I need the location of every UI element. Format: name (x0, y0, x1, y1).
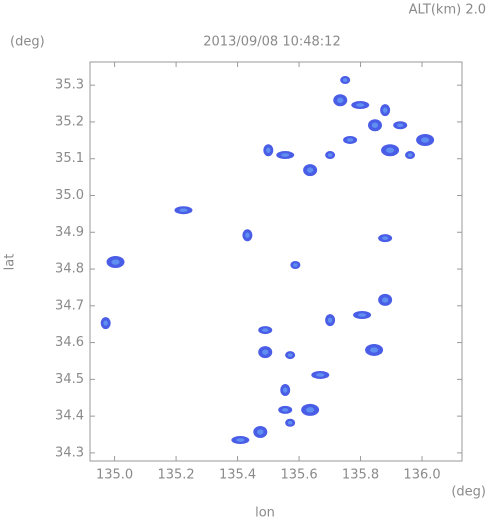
echo (416, 133, 435, 146)
echo (325, 151, 336, 160)
echo (263, 144, 274, 157)
echo-core (262, 349, 269, 355)
x-tick-label: 135.4 (219, 468, 256, 483)
echo (278, 405, 293, 414)
echo-core (236, 438, 245, 442)
echo (311, 370, 330, 379)
x-tick-label: 136.0 (403, 468, 440, 483)
y-tick-label: 35.2 (55, 114, 84, 129)
x-tick-label: 135.2 (157, 468, 194, 483)
echo (381, 144, 400, 157)
echo (285, 418, 296, 427)
echo-core (370, 347, 379, 353)
echo (367, 119, 382, 132)
echo-core (342, 78, 348, 82)
echo-core (381, 297, 389, 303)
echo (285, 351, 296, 360)
echo (378, 293, 393, 306)
chart-subtitle: ALT(km) 2.0 (409, 3, 486, 18)
echo (365, 343, 384, 356)
echo-core (381, 236, 389, 240)
echo (303, 164, 318, 177)
x-unit: (deg) (451, 485, 486, 500)
echo (301, 403, 320, 416)
echo-core (306, 167, 314, 173)
echo-core (306, 407, 315, 413)
echo-core (282, 408, 289, 412)
x-tick-label: 135.6 (280, 468, 317, 483)
echo-core (386, 147, 395, 153)
echo (106, 256, 125, 269)
plot-frame (89, 61, 463, 462)
x-tick-label: 135.0 (96, 468, 133, 483)
echo (380, 104, 391, 117)
echo (174, 206, 193, 215)
echo-core (356, 103, 365, 107)
echo-core (245, 232, 250, 238)
echo (100, 317, 111, 330)
echo-core (103, 320, 108, 326)
y-tick-label: 34.6 (55, 335, 84, 350)
echo-core (293, 263, 298, 267)
echo (280, 384, 291, 397)
echo-core (266, 147, 271, 153)
echo (253, 425, 268, 438)
y-tick-label: 34.7 (55, 298, 84, 313)
echo-core (346, 138, 354, 142)
y-tick-label: 34.4 (55, 409, 84, 424)
echo (351, 101, 370, 110)
echo-core (287, 420, 293, 425)
echo-core (316, 373, 325, 377)
echo-core (358, 313, 367, 317)
echo-core (327, 153, 333, 157)
echo-core (407, 153, 413, 157)
echo (242, 229, 253, 242)
echo-core (397, 123, 404, 128)
y-tick-label: 34.3 (55, 445, 84, 460)
echo (276, 151, 295, 160)
x-tick-label: 135.8 (342, 468, 379, 483)
echo-core (262, 328, 269, 332)
echo (343, 135, 358, 144)
y-axis-label: lat (3, 254, 18, 271)
y-tick-label: 34.5 (55, 372, 84, 387)
y-unit: (deg) (10, 35, 45, 50)
echo-core (111, 259, 120, 265)
y-tick-label: 35.0 (55, 188, 84, 203)
y-tick-label: 34.8 (55, 262, 84, 277)
echo-core (281, 153, 290, 157)
echo (378, 234, 393, 243)
echo-core (421, 137, 430, 143)
echo (333, 94, 348, 107)
chart-title: 2013/09/08 10:48:12 (203, 35, 340, 50)
y-tick-label: 35.3 (55, 78, 84, 93)
y-tick-label: 34.9 (55, 225, 84, 240)
echo (258, 326, 273, 335)
echo (258, 346, 273, 359)
echo-core (337, 97, 344, 103)
x-axis-label: lon (255, 506, 275, 521)
echo-core (327, 317, 333, 323)
echo-core (257, 429, 264, 435)
echo (340, 76, 351, 85)
echo-core (179, 208, 188, 212)
echo (405, 151, 416, 160)
echo-core (382, 107, 388, 113)
echo-core (287, 353, 293, 357)
y-tick-label: 35.1 (55, 151, 84, 166)
echo (393, 121, 408, 130)
echo (231, 436, 250, 445)
echo (325, 314, 336, 327)
echo-core (371, 122, 379, 128)
echo (290, 260, 301, 269)
echo-core (282, 387, 288, 393)
echo (353, 311, 372, 320)
